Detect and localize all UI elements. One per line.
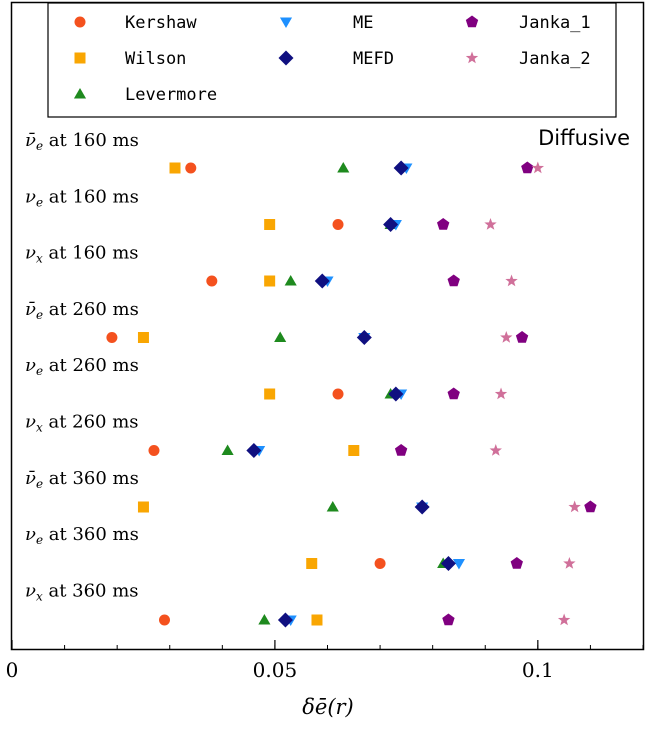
point-wilson xyxy=(137,501,149,513)
legend-label: MEFD xyxy=(353,49,394,69)
legend-marker-diamond xyxy=(278,50,294,66)
x-tick-label: 0.1 xyxy=(522,658,554,682)
legend-marker-star xyxy=(465,51,479,64)
point-me xyxy=(452,559,466,570)
point-mefd xyxy=(393,160,409,176)
legend-item: Janka_1 xyxy=(465,13,591,33)
point-levermore xyxy=(274,331,287,342)
legend-item: MEFD xyxy=(278,49,394,69)
point-mefd xyxy=(383,217,399,232)
legend-item: Levermore xyxy=(73,85,217,105)
point-janka_1 xyxy=(521,161,534,174)
legend-marker-square xyxy=(74,52,86,64)
point-wilson xyxy=(306,558,318,569)
point-kershaw xyxy=(332,388,344,400)
point-janka_1 xyxy=(584,500,597,513)
legend-label: Janka_1 xyxy=(519,13,591,33)
chart-annotation: Diffusive xyxy=(538,126,630,150)
point-janka_1 xyxy=(394,444,408,456)
x-axis-label: δē(r) xyxy=(302,695,354,719)
legend-marker-tri_down xyxy=(279,17,293,28)
point-levermore xyxy=(221,444,234,455)
data-points xyxy=(106,160,597,628)
point-wilson xyxy=(264,275,276,287)
point-kershaw xyxy=(185,162,197,174)
row-label: ν̄e at 160 ms xyxy=(25,130,139,153)
legend-item: Kershaw xyxy=(74,13,197,33)
point-mefd xyxy=(314,273,330,289)
x-axis: 0 0.05 0.1 xyxy=(6,640,644,682)
point-wilson xyxy=(348,445,360,456)
row-label: νe at 160 ms xyxy=(25,186,139,209)
legend-label: Janka_2 xyxy=(519,49,591,69)
point-wilson xyxy=(311,614,323,626)
point-janka_2 xyxy=(568,500,581,513)
plot-frame xyxy=(10,1,645,651)
point-wilson xyxy=(137,332,149,343)
point-kershaw xyxy=(106,332,118,343)
row-label: νe at 260 ms xyxy=(25,355,139,378)
x-tick-label: 0 xyxy=(6,658,19,682)
point-kershaw xyxy=(148,445,160,456)
point-kershaw xyxy=(206,275,218,287)
point-janka_2 xyxy=(505,274,518,287)
point-janka_1 xyxy=(515,331,529,343)
point-levermore xyxy=(337,162,350,173)
legend-label: ME xyxy=(353,13,373,33)
point-janka_1 xyxy=(447,387,460,400)
point-janka_2 xyxy=(557,613,571,626)
point-levermore xyxy=(326,501,339,512)
legend-label: Wilson xyxy=(125,49,186,69)
point-mefd xyxy=(388,386,404,402)
point-mefd xyxy=(246,443,262,458)
point-janka_2 xyxy=(484,218,497,230)
row-label: ν̄e at 260 ms xyxy=(25,299,139,322)
legend: Kershaw Wilson Levermore ME MEFD Janka_1 Janka… xyxy=(47,2,617,118)
point-mefd xyxy=(414,499,430,515)
point-levermore xyxy=(258,614,271,625)
row-label: νe at 360 ms xyxy=(25,524,139,547)
point-janka_2 xyxy=(494,387,508,400)
legend-marker-triangle xyxy=(73,88,87,99)
legend-label: Levermore xyxy=(125,85,217,105)
point-janka_2 xyxy=(489,444,502,456)
point-janka_2 xyxy=(531,161,545,174)
point-janka_2 xyxy=(500,331,513,343)
point-janka_1 xyxy=(447,274,460,287)
point-mefd xyxy=(440,556,456,571)
legend-box xyxy=(47,2,617,118)
point-kershaw xyxy=(374,558,386,569)
legend-marker-circle xyxy=(74,16,86,28)
point-kershaw xyxy=(158,614,170,626)
point-mefd xyxy=(356,330,372,345)
point-kershaw xyxy=(332,219,344,230)
legend-item: ME xyxy=(279,13,373,33)
row-label: ν̄e at 360 ms xyxy=(25,468,139,491)
point-mefd xyxy=(277,612,293,628)
legend-marker-pentagon xyxy=(465,15,479,28)
row-label: νx at 260 ms xyxy=(25,412,139,435)
point-janka_1 xyxy=(442,613,455,626)
row-label: νx at 360 ms xyxy=(25,580,139,603)
row-labels: ν̄e at 160 ms νe at 160 ms νx at 160 ms ν̄e… xyxy=(25,130,139,603)
point-wilson xyxy=(264,219,276,230)
point-janka_1 xyxy=(437,218,450,230)
row-label: νx at 160 ms xyxy=(25,243,139,266)
point-wilson xyxy=(264,388,276,400)
point-levermore xyxy=(284,275,297,286)
legend-label: Kershaw xyxy=(125,13,197,33)
x-tick-label: 0.05 xyxy=(253,658,298,682)
legend-item: Wilson xyxy=(74,49,186,69)
point-janka_2 xyxy=(563,557,576,569)
point-janka_1 xyxy=(510,557,523,569)
point-wilson xyxy=(169,162,181,174)
legend-item: Janka_2 xyxy=(465,49,591,69)
